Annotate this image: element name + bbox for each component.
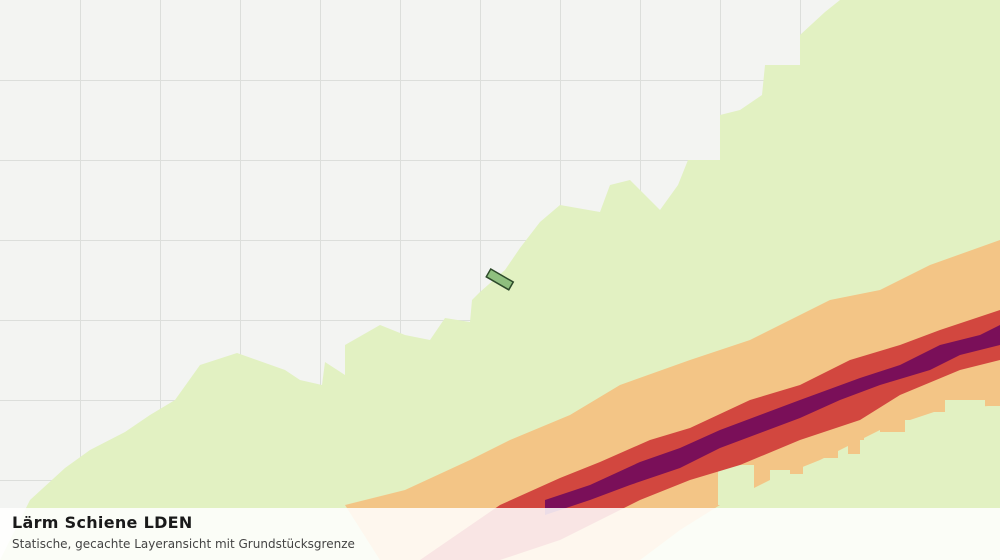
noise-zone-very-high xyxy=(545,325,1000,515)
caption-panel: Lärm Schiene LDEN Statische, gecachte La… xyxy=(0,508,1000,560)
caption-subtitle: Statische, gecachte Layeransicht mit Gru… xyxy=(12,537,355,551)
noise-zone-medium xyxy=(345,240,1000,560)
parcel-boundary[interactable] xyxy=(485,268,515,291)
noise-patches-low xyxy=(718,400,985,505)
caption-title: Lärm Schiene LDEN xyxy=(12,513,193,532)
